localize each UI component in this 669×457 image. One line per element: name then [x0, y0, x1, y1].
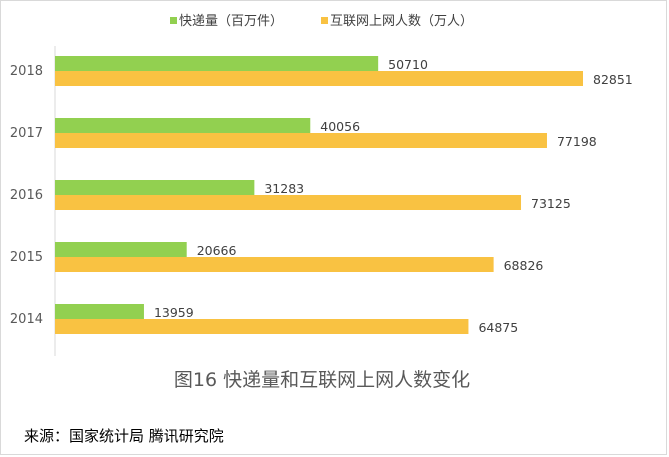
legend-swatch: [321, 17, 328, 24]
legend-label: 互联网上网人数（万人）: [330, 14, 473, 29]
data-label: 64875: [478, 320, 518, 335]
year-tick-label: 2016: [10, 188, 43, 203]
year-tick-label: 2015: [10, 250, 43, 265]
legend: 快递量（百万件） 互联网上网人数（万人）: [170, 14, 473, 29]
data-label: 13959: [154, 305, 194, 320]
legend-swatch: [170, 17, 177, 24]
bar-internet-2014: [55, 319, 469, 334]
bar-internet-2015: [55, 257, 494, 272]
bar-express-2015: [55, 242, 187, 257]
source-note: 来源：国家统计局 腾讯研究院: [24, 427, 224, 445]
year-tick-label: 2018: [10, 64, 43, 79]
data-label: 31283: [264, 181, 304, 196]
bar-internet-2016: [55, 195, 522, 210]
data-label: 73125: [531, 196, 571, 211]
bar-express-2018: [55, 56, 379, 71]
data-label: 68826: [504, 258, 544, 273]
bars: [55, 56, 583, 334]
year-tick-label: 2014: [10, 312, 43, 327]
data-label: 20666: [197, 243, 237, 258]
year-tick-label: 2017: [10, 126, 43, 141]
bar-express-2014: [55, 304, 144, 319]
bar-internet-2017: [55, 133, 547, 148]
category-tick-labels: 2018 2017 2016 2015 2014: [10, 64, 43, 327]
bar-express-2016: [55, 180, 255, 195]
data-label: 82851: [593, 72, 633, 87]
data-label: 50710: [388, 57, 428, 72]
legend-label: 快递量（百万件）: [179, 14, 283, 29]
figure-caption: 图16 快递量和互联网上网人数变化: [174, 369, 470, 391]
data-labels: 50710 82851 40056 77198 31283 73125 20666 68826…: [154, 57, 633, 335]
bar-express-2017: [55, 118, 311, 133]
data-label: 77198: [557, 134, 597, 149]
data-label: 40056: [320, 119, 360, 134]
bar-internet-2018: [55, 71, 583, 86]
